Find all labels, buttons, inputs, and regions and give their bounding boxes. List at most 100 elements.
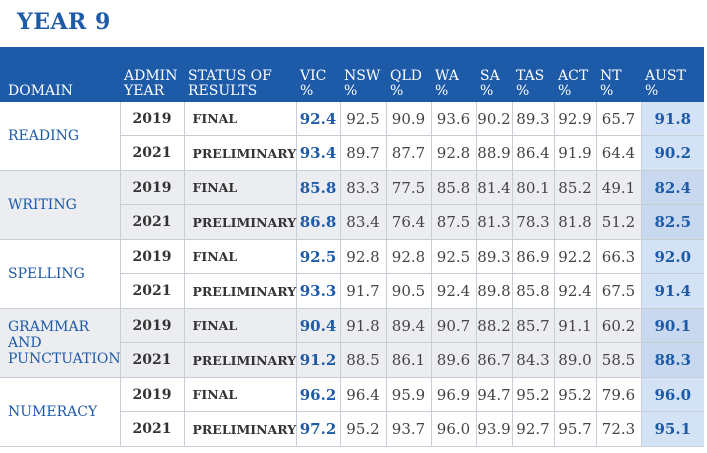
header-nt: NT%	[596, 47, 641, 102]
nsw-value-cell: 91.8	[340, 308, 387, 343]
wa-value-cell: 90.7	[431, 308, 477, 343]
header-tas: TAS%	[512, 47, 554, 102]
act-value-cell: 95.7	[554, 411, 597, 447]
nt-value-cell: 64.4	[596, 135, 642, 171]
domain-label: WRITING	[0, 170, 121, 240]
vic-value-cell: 90.4	[296, 308, 341, 343]
status-cell: FINAL	[184, 239, 297, 274]
vic-value-cell: 91.2	[296, 342, 341, 378]
table-row: WRITING 2019 FINAL 85.8 83.3 77.5 85.8 81.4 80.1…	[0, 170, 704, 240]
tas-value-cell: 86.9	[512, 239, 555, 274]
nsw-value-cell: 83.3	[340, 170, 387, 205]
table-row: 2021 PRELIMINARY 97.2 95.2 93.7 96.0 93.9 92.7 9…	[0, 411, 704, 447]
header-status: STATUS OF RESULTS	[184, 47, 296, 102]
page-title: YEAR 9	[17, 9, 111, 35]
nt-value-cell: 79.6	[596, 377, 642, 412]
sa-value-cell: 81.3	[476, 204, 513, 240]
tas-value-cell: 89.3	[512, 102, 555, 136]
wa-value-cell: 92.5	[431, 239, 477, 274]
act-value-cell: 89.0	[554, 342, 597, 378]
sa-value-cell: 86.7	[476, 342, 513, 378]
nt-value-cell: 49.1	[596, 170, 642, 205]
status-cell: PRELIMINARY	[184, 204, 297, 240]
nsw-value-cell: 92.5	[340, 102, 387, 136]
act-value-cell: 91.1	[554, 308, 597, 343]
sa-value-cell: 88.2	[476, 308, 513, 343]
vic-value-cell: 86.8	[296, 204, 341, 240]
status-cell: FINAL	[184, 170, 297, 205]
nsw-value-cell: 91.7	[340, 273, 387, 309]
table-row: GRAMMAR AND PUNCTUATION 2019 FINAL 90.4 91.8 89…	[0, 308, 704, 378]
wa-value-cell: 93.6	[431, 102, 477, 136]
tas-value-cell: 95.2	[512, 377, 555, 412]
header-domain: DOMAIN	[0, 47, 120, 102]
tas-value-cell: 84.3	[512, 342, 555, 378]
domain-label: NUMERACY	[0, 377, 121, 447]
sa-value-cell: 88.9	[476, 135, 513, 171]
aust-value-cell: 95.1	[641, 411, 704, 447]
header-row: DOMAIN ADMIN YEAR STATUS OF RESULTS VIC% N…	[0, 47, 704, 102]
admin-year-cell: 2019	[120, 308, 185, 343]
sa-value-cell: 81.4	[476, 170, 513, 205]
sa-value-cell: 89.3	[476, 239, 513, 274]
aust-value-cell: 92.0	[641, 239, 704, 274]
admin-year-cell: 2021	[120, 273, 185, 309]
qld-value-cell: 92.8	[386, 239, 432, 274]
status-cell: PRELIMINARY	[184, 342, 297, 378]
tas-value-cell: 78.3	[512, 204, 555, 240]
sa-value-cell: 90.2	[476, 102, 513, 136]
aust-value-cell: 82.5	[641, 204, 704, 240]
sa-value-cell: 89.8	[476, 273, 513, 309]
act-value-cell: 91.9	[554, 135, 597, 171]
status-cell: FINAL	[184, 308, 297, 343]
nt-value-cell: 60.2	[596, 308, 642, 343]
header-wa: WA%	[431, 47, 476, 102]
admin-year-cell: 2021	[120, 204, 185, 240]
aust-value-cell: 88.3	[641, 342, 704, 378]
table-row: 2021 PRELIMINARY 93.4 89.7 87.7 92.8 88.9 86.4 9…	[0, 135, 704, 171]
domain-label: READING	[0, 102, 121, 171]
header-vic: VIC%	[296, 47, 340, 102]
header-nsw: NSW%	[340, 47, 386, 102]
header-admin-year: ADMIN YEAR	[120, 47, 184, 102]
header-aust: AUST%	[641, 47, 704, 102]
admin-year-cell: 2019	[120, 170, 185, 205]
wa-value-cell: 89.6	[431, 342, 477, 378]
nsw-value-cell: 96.4	[340, 377, 387, 412]
nt-value-cell: 67.5	[596, 273, 642, 309]
wa-value-cell: 87.5	[431, 204, 477, 240]
act-value-cell: 92.4	[554, 273, 597, 309]
domain-label: SPELLING	[0, 239, 121, 309]
qld-value-cell: 76.4	[386, 204, 432, 240]
status-cell: FINAL	[184, 102, 297, 136]
header-sa: SA%	[476, 47, 512, 102]
tas-value-cell: 86.4	[512, 135, 555, 171]
aust-value-cell: 96.0	[641, 377, 704, 412]
vic-value-cell: 97.2	[296, 411, 341, 447]
vic-value-cell: 92.4	[296, 102, 341, 136]
nsw-value-cell: 83.4	[340, 204, 387, 240]
table-row: SPELLING 2019 FINAL 92.5 92.8 92.8 92.5 89.3 86.…	[0, 239, 704, 309]
act-value-cell: 85.2	[554, 170, 597, 205]
table-row: NUMERACY 2019 FINAL 96.2 96.4 95.9 96.9 94.7 95.…	[0, 377, 704, 447]
nt-value-cell: 72.3	[596, 411, 642, 447]
act-value-cell: 95.2	[554, 377, 597, 412]
nsw-value-cell: 89.7	[340, 135, 387, 171]
tas-value-cell: 85.8	[512, 273, 555, 309]
status-cell: PRELIMINARY	[184, 135, 297, 171]
nt-value-cell: 58.5	[596, 342, 642, 378]
sa-value-cell: 94.7	[476, 377, 513, 412]
aust-value-cell: 91.4	[641, 273, 704, 309]
table-row: 2021 PRELIMINARY 93.3 91.7 90.5 92.4 89.8 85.8 9…	[0, 273, 704, 309]
qld-value-cell: 95.9	[386, 377, 432, 412]
nt-value-cell: 51.2	[596, 204, 642, 240]
sa-value-cell: 93.9	[476, 411, 513, 447]
status-cell: FINAL	[184, 377, 297, 412]
act-value-cell: 92.9	[554, 102, 597, 136]
header-qld: QLD%	[386, 47, 431, 102]
tas-value-cell: 92.7	[512, 411, 555, 447]
domain-label: GRAMMAR AND PUNCTUATION	[0, 308, 121, 378]
wa-value-cell: 92.4	[431, 273, 477, 309]
qld-value-cell: 90.9	[386, 102, 432, 136]
tas-value-cell: 85.7	[512, 308, 555, 343]
